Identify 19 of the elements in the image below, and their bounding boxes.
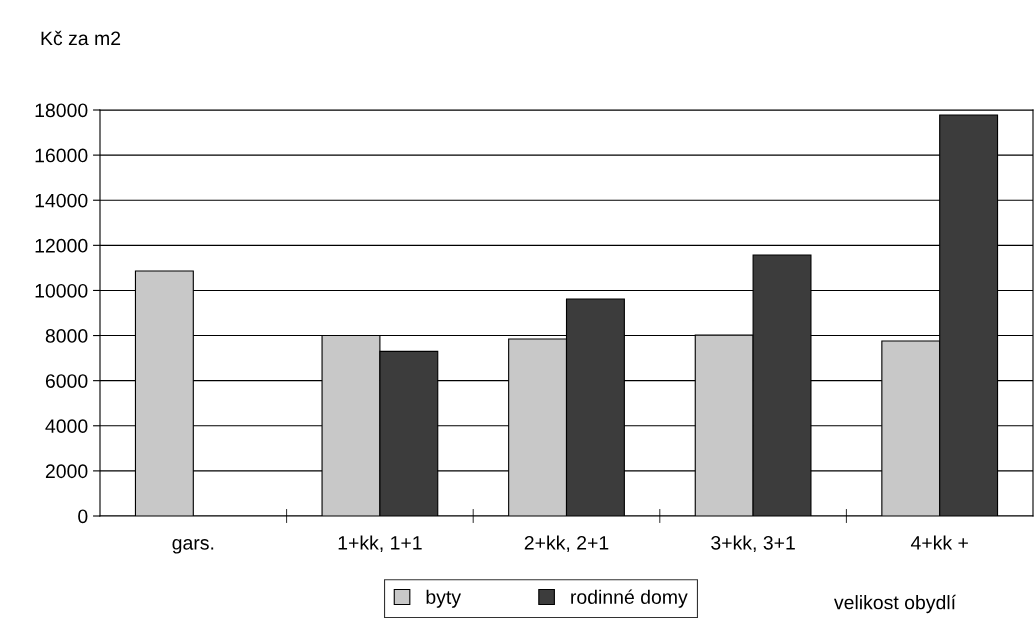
legend-label: byty bbox=[426, 589, 461, 608]
legend-label: rodinné domy bbox=[571, 589, 688, 608]
y-tick-label: 16000 bbox=[35, 148, 88, 163]
y-tick-label: 14000 bbox=[35, 193, 88, 208]
y-tick-label: 10000 bbox=[35, 283, 88, 298]
x-tick-label: gars. bbox=[172, 539, 214, 554]
x-tick-label: 1+kk, 1+1 bbox=[338, 535, 422, 553]
y-tick-label: 2000 bbox=[45, 464, 88, 479]
y-tick-label: 6000 bbox=[45, 374, 88, 388]
y-axis-title: Kč za m2 bbox=[41, 30, 121, 46]
x-tick-label: 2+kk, 2+1 bbox=[524, 535, 609, 553]
y-tick-label: 4000 bbox=[45, 419, 88, 434]
x-tick-label: 4+kk + bbox=[910, 535, 968, 550]
x-axis-title: velikost obydlí bbox=[834, 594, 956, 614]
y-tick-label: 18000 bbox=[35, 103, 88, 118]
y-tick-label: 0 bbox=[78, 509, 88, 524]
x-tick-label: 3+kk, 3+1 bbox=[711, 535, 795, 553]
y-tick-label: 12000 bbox=[35, 238, 88, 253]
y-tick-label: 8000 bbox=[45, 329, 88, 343]
